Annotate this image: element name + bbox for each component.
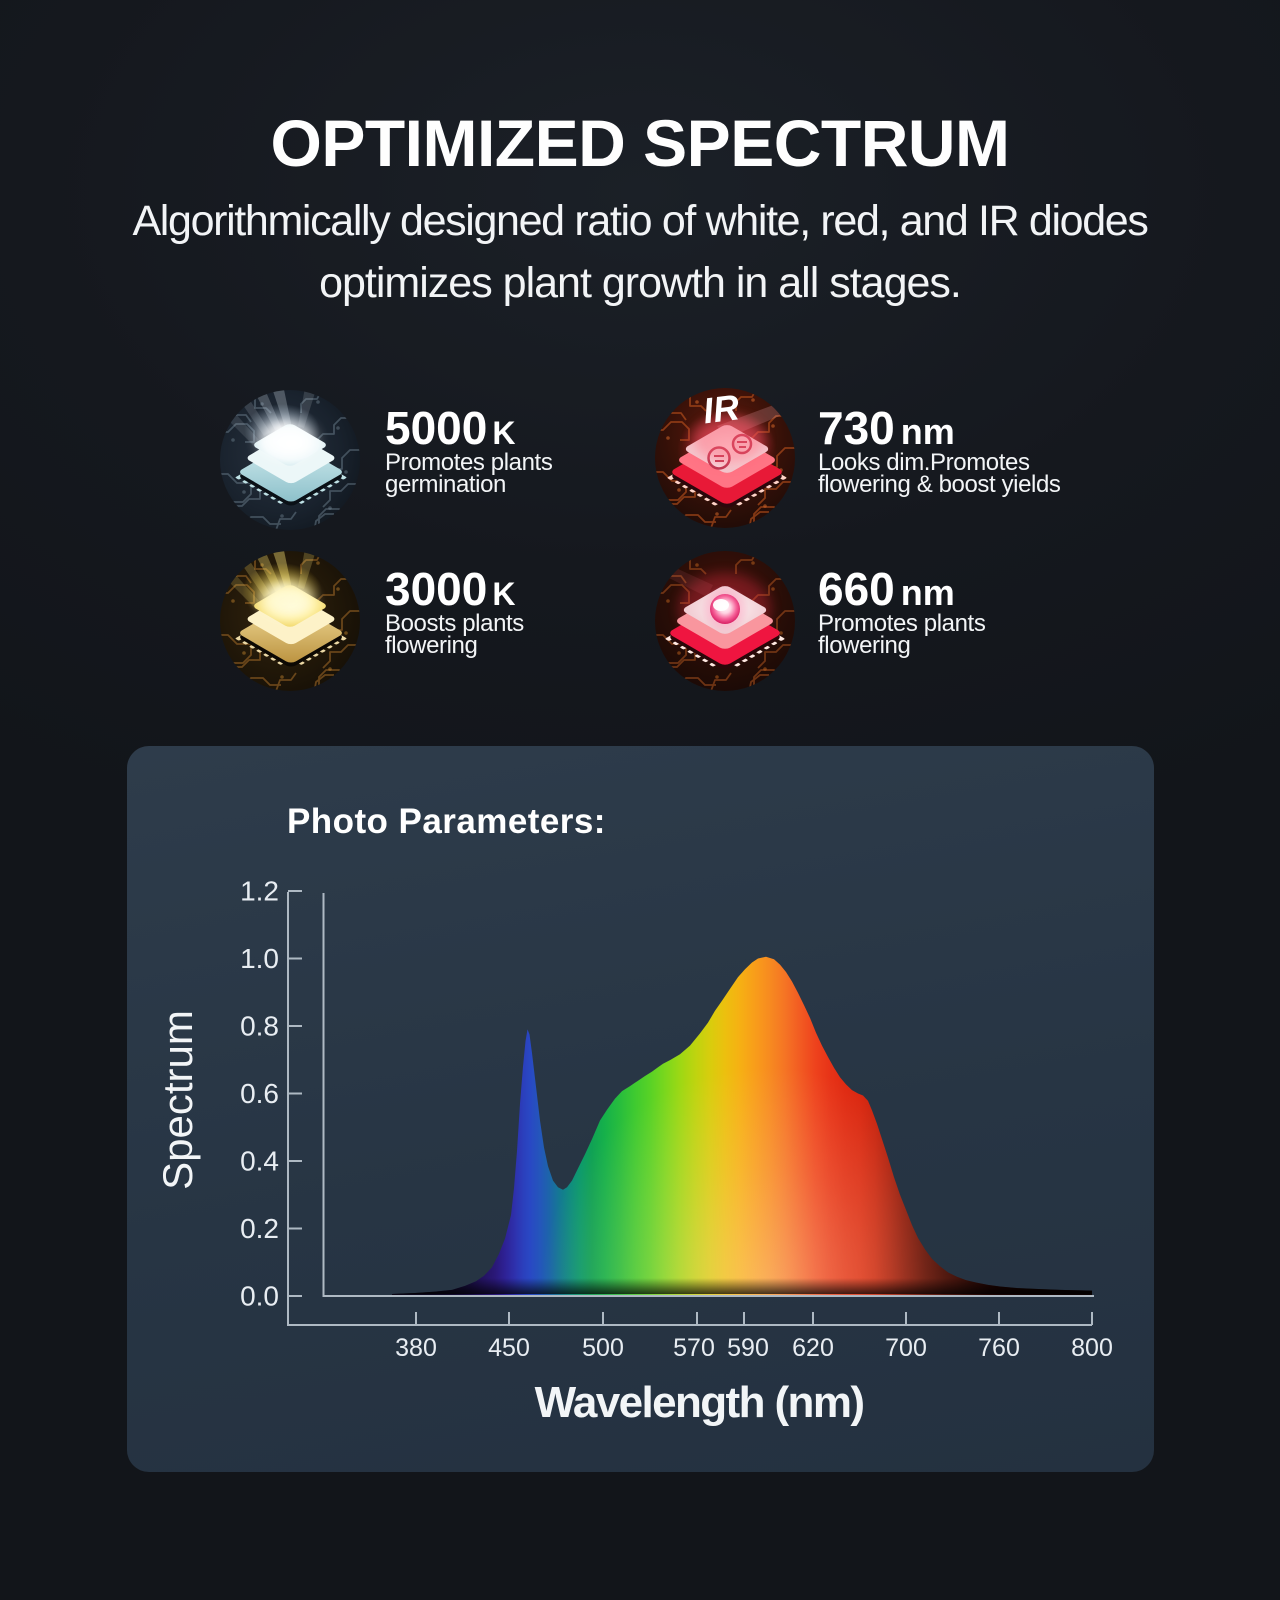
svg-text:1.0: 1.0 — [240, 943, 279, 974]
svg-text:760: 760 — [978, 1334, 1020, 1362]
svg-text:570: 570 — [673, 1334, 715, 1362]
svg-text:IR: IR — [701, 388, 742, 431]
svg-text:620: 620 — [792, 1334, 834, 1362]
svg-text:800: 800 — [1071, 1334, 1113, 1362]
svg-text:590: 590 — [727, 1334, 769, 1362]
svg-text:Spectrum: Spectrum — [154, 1010, 201, 1190]
svg-text:Wavelength (nm): Wavelength (nm) — [535, 1378, 864, 1427]
svg-text:0.4: 0.4 — [240, 1146, 279, 1177]
svg-text:1.2: 1.2 — [240, 876, 279, 907]
svg-text:450: 450 — [488, 1334, 530, 1362]
svg-text:500: 500 — [582, 1334, 624, 1362]
svg-text:0.6: 0.6 — [240, 1078, 279, 1109]
svg-text:0.8: 0.8 — [240, 1011, 279, 1042]
svg-text:380: 380 — [395, 1334, 437, 1362]
svg-text:700: 700 — [885, 1334, 927, 1362]
svg-text:0.0: 0.0 — [240, 1281, 279, 1312]
svg-text:0.2: 0.2 — [240, 1213, 279, 1244]
